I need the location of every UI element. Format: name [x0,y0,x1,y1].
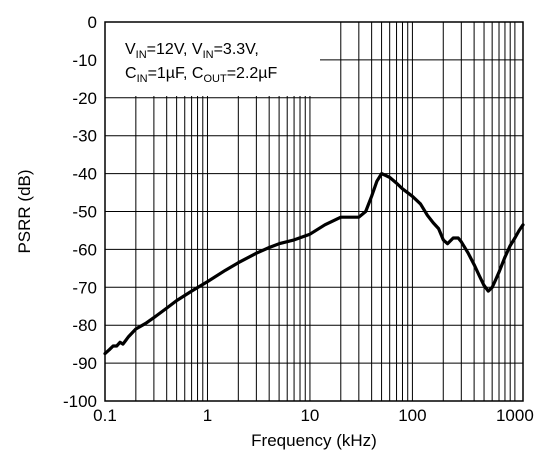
x-tick-label: 100 [398,406,426,425]
psrr-curve-layer [103,172,525,356]
condition-note: VIN=12V, VIN=3.3V, CIN=1µF, COUT=2.2µF [106,23,320,96]
x-tick-label: 1 [203,406,212,425]
x-tick-labels: 0.1 1 10 100 1000 [93,406,534,425]
y-tick-label: 0 [88,13,97,32]
y-tick-label: -10 [72,51,97,70]
y-tick-label: -100 [63,392,97,411]
y-tick-label: -20 [72,89,97,108]
y-tick-label: -80 [72,316,97,335]
x-tick-label: 10 [300,406,319,425]
grid [105,22,523,401]
x-tick-label: 0.1 [93,406,117,425]
y-tick-label: -40 [72,165,97,184]
psrr-series-line-0 [103,172,525,356]
x-axis-label: Frequency (kHz) [251,431,377,450]
y-axis-label: PSRR (dB) [15,169,34,253]
y-tick-label: -50 [72,203,97,222]
y-tick-label: -90 [72,354,97,373]
y-tick-labels: 0 -10 -20 -30 -40 -50 -60 -70 -80 -90 -100 [63,13,97,411]
y-tick-label: -70 [72,278,97,297]
y-tick-label: -60 [72,240,97,259]
plot-frame [104,21,524,402]
condition-note-line-1: VIN=12V, VIN=3.3V, [125,41,259,61]
condition-note-box [106,23,320,96]
y-tick-label: -30 [72,127,97,146]
condition-note-line-2: CIN=1µF, COUT=2.2µF [125,65,278,85]
x-tick-label: 1000 [496,406,534,425]
